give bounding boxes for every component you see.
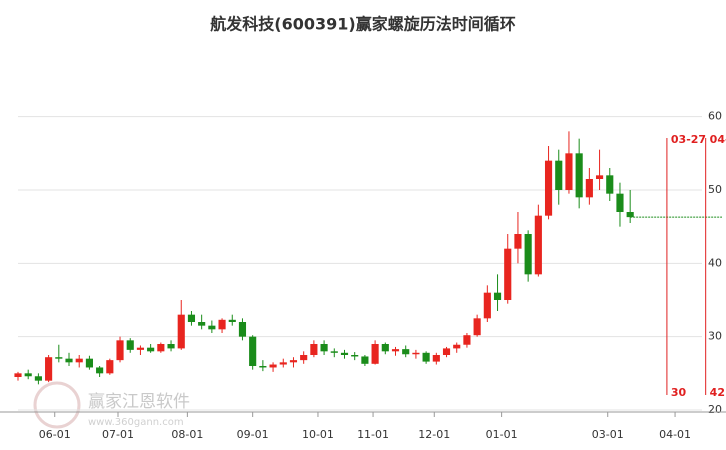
y-tick-label: 50 [708, 183, 722, 196]
cycle-count: 42 [710, 386, 725, 399]
candle-body [473, 318, 481, 336]
cycle-count: 30 [671, 386, 687, 399]
x-tick-label: 12-01 [418, 428, 450, 441]
candle-body [289, 360, 298, 363]
candle-body [361, 356, 369, 364]
candle-body [269, 364, 277, 368]
y-tick-label: 20 [708, 403, 722, 416]
candle-body [106, 360, 114, 374]
candle-body [565, 153, 573, 190]
candle-body [422, 352, 430, 362]
candle-body [544, 160, 553, 216]
x-tick-label: 01-01 [486, 428, 518, 441]
candle-body [249, 336, 257, 366]
candle-body [85, 358, 93, 368]
candle-body [147, 347, 155, 352]
x-tick-label: 10-01 [302, 428, 334, 441]
candle-body [228, 319, 236, 322]
candle-body [157, 344, 165, 352]
candle-body [585, 179, 593, 198]
candle-body [463, 335, 471, 345]
candle-body [34, 376, 42, 381]
candle-body [45, 357, 53, 381]
candle-body [402, 349, 410, 355]
candle-body [504, 248, 512, 300]
watermark: 赢家江恩软件 www.360gann.com [33, 381, 190, 429]
x-tick-label: 09-01 [237, 428, 269, 441]
candle-body [198, 322, 206, 326]
x-tick-label: 11-01 [357, 428, 389, 441]
candle-body [177, 314, 185, 349]
candle-body [136, 347, 145, 350]
candle-body [626, 212, 634, 218]
candle-body [616, 193, 624, 212]
x-tick-label: 03-01 [592, 428, 624, 441]
candle-body [595, 175, 604, 179]
candle-body [340, 352, 349, 355]
candle-body [442, 348, 451, 355]
candle-body [65, 358, 73, 363]
x-tick-label: 08-01 [171, 428, 203, 441]
candle-body [432, 355, 440, 362]
candle-body [96, 367, 104, 374]
y-tick-label: 30 [708, 330, 722, 343]
candle-body [238, 322, 247, 337]
candle-body [14, 373, 22, 377]
candle-body [351, 355, 359, 357]
candle-body [55, 357, 63, 359]
candle-body [24, 373, 32, 377]
candle-body [534, 215, 542, 275]
candle-body [371, 344, 379, 364]
candle-body [483, 292, 491, 319]
candle-body [391, 349, 400, 352]
candle-body [453, 344, 461, 349]
watermark-logo [33, 381, 81, 429]
candle-body [310, 344, 318, 355]
candle-body [555, 160, 563, 190]
candle-body [320, 344, 328, 352]
candle-body [167, 344, 175, 349]
chart-title: 航发科技(600391)赢家螺旋历法时间循环 [210, 15, 515, 34]
y-tick-label: 60 [708, 110, 722, 123]
candle-body [208, 325, 216, 330]
candle-body [279, 362, 287, 365]
candle-body [116, 340, 124, 361]
candle-body [218, 319, 226, 330]
candle-body [381, 344, 389, 352]
candle-body [514, 234, 522, 249]
candle-body [75, 358, 83, 363]
candle-body [493, 292, 502, 300]
candle-body [412, 352, 420, 355]
watermark-text: 赢家江恩软件 [88, 392, 190, 412]
candle-body [126, 340, 134, 350]
x-tick-label: 06-01 [39, 428, 71, 441]
candle-body [575, 153, 583, 198]
candle-body [330, 351, 338, 353]
cycle-date: 03-27 [671, 133, 706, 146]
x-tick-label: 07-01 [102, 428, 134, 441]
candle-body [300, 355, 308, 361]
cycle-date: 04- [710, 133, 726, 146]
x-tick-label: 04-01 [659, 428, 691, 441]
candle-body [524, 234, 532, 275]
watermark-url: www.360gann.com [88, 417, 184, 428]
candle-body [187, 314, 196, 322]
y-tick-label: 40 [708, 256, 722, 269]
candle-body [606, 175, 614, 194]
candle-body [259, 366, 267, 368]
